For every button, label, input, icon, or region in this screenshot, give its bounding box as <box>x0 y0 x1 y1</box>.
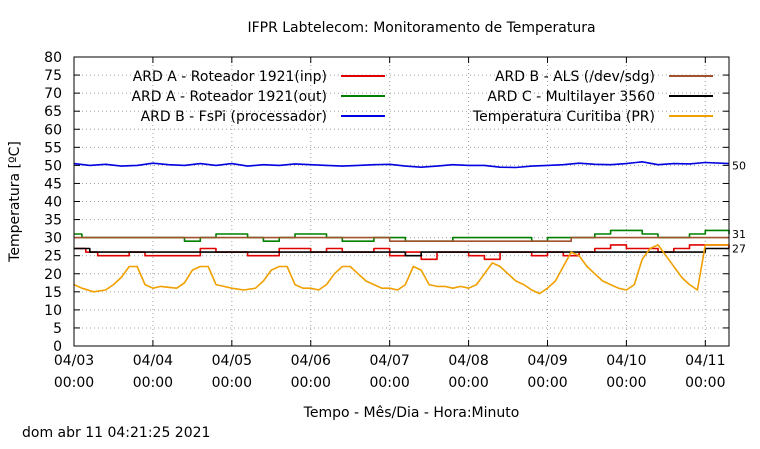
series-line-ard-b-fspi-processador <box>73 161 730 169</box>
grid-lines <box>74 57 729 346</box>
y-tick-label: 65 <box>44 104 62 120</box>
y-tick-label: 50 <box>44 158 62 174</box>
y-tick-label: 30 <box>44 231 62 247</box>
x-tick-time: 00:00 <box>685 375 725 391</box>
x-tick-date: 04/03 <box>54 353 94 369</box>
x-tick-time: 00:00 <box>54 375 94 391</box>
y-tick-label: 35 <box>44 213 62 229</box>
x-tick-date: 04/11 <box>685 353 725 369</box>
x-tick-time: 00:00 <box>369 375 409 391</box>
y-tick-label: 60 <box>44 122 62 138</box>
x-tick-date: 04/07 <box>369 353 409 369</box>
y-axis-label: Temperatura [ºC] <box>7 141 23 263</box>
x-tick-date: 04/08 <box>448 353 488 369</box>
series-line-ard-a-roteador-1921-out <box>74 229 730 242</box>
x-tick-date: 04/05 <box>212 353 252 369</box>
y-tick-label: 75 <box>44 68 62 84</box>
y-tick-label: 55 <box>44 140 62 156</box>
y-tick-label: 45 <box>44 176 62 192</box>
chart-title: IFPR Labtelecom: Monitoramento de Temper… <box>247 20 595 36</box>
value-annotation: 50 <box>732 159 746 172</box>
y-tick-label: 5 <box>53 321 62 337</box>
x-tick-date: 04/10 <box>606 353 646 369</box>
value-annotation: 31 <box>732 228 746 241</box>
x-tick-date: 04/09 <box>527 353 567 369</box>
x-tick-time: 00:00 <box>606 375 646 391</box>
y-tick-label: 15 <box>44 285 62 301</box>
y-tick-label: 0 <box>53 339 62 355</box>
legend-label: ARD B - FsPi (processador) <box>141 109 327 125</box>
legend-label: ARD C - Multilayer 3560 <box>487 89 655 105</box>
series-line-temperatura-curitiba-pr <box>73 244 729 295</box>
value-annotation: 27 <box>732 242 746 255</box>
x-tick-time: 00:00 <box>291 375 331 391</box>
series-line-ard-c-multilayer-3560 <box>74 247 729 257</box>
legend-label: Temperatura Curitiba (PR) <box>472 109 655 125</box>
y-tick-label: 10 <box>44 303 62 319</box>
y-tick-label: 70 <box>44 86 62 102</box>
x-tick-time: 00:00 <box>527 375 567 391</box>
plot-border <box>73 56 730 347</box>
y-tick-label: 20 <box>44 267 62 283</box>
y-tick-label: 40 <box>44 195 62 211</box>
x-tick-date: 04/06 <box>291 353 331 369</box>
legend-label: ARD B - ALS (/dev/sdg) <box>495 69 655 85</box>
x-axis-label: Tempo - Mês/Dia - Hora:Minuto <box>303 405 520 421</box>
footer-timestamp: dom abr 11 04:21:25 2021 <box>22 425 211 441</box>
legend-label: ARD A - Roteador 1921(inp) <box>133 69 327 85</box>
series-line-ard-b-als-dev-sdg <box>74 236 729 242</box>
x-tick-date: 04/04 <box>133 353 173 369</box>
x-tick-time: 00:00 <box>212 375 252 391</box>
series-line-ard-a-roteador-1921-inp <box>74 244 730 261</box>
legend-label: ARD A - Roteador 1921(out) <box>131 89 327 105</box>
y-tick-label: 80 <box>44 50 62 66</box>
y-tick-label: 25 <box>44 249 62 265</box>
x-tick-time: 00:00 <box>133 375 173 391</box>
x-tick-time: 00:00 <box>448 375 488 391</box>
